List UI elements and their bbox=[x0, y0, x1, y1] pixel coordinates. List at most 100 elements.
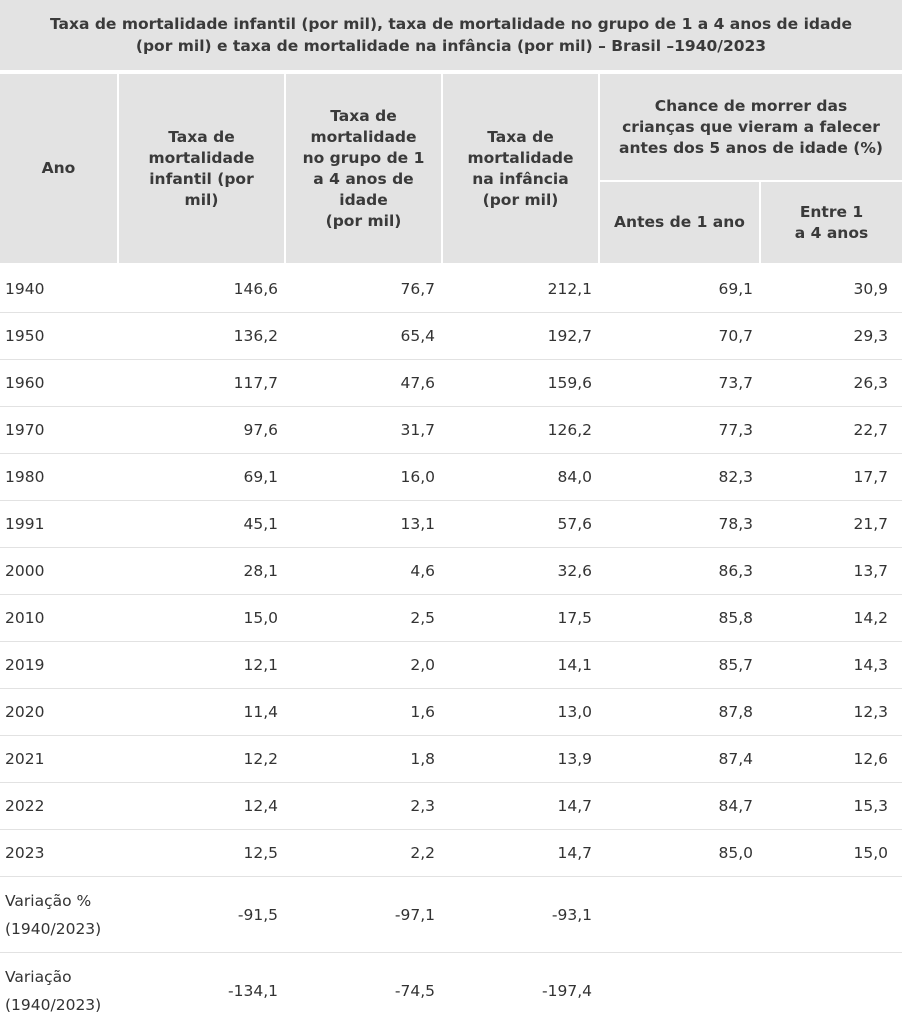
cell-taxa-mortalidade-1-a-4-anos: 2,0 bbox=[286, 642, 443, 689]
cell-taxa-mortalidade-infantil: 136,2 bbox=[118, 313, 286, 360]
cell-taxa-mortalidade-1-a-4-anos: 1,8 bbox=[286, 736, 443, 783]
cell-empty bbox=[761, 877, 902, 953]
cell-taxa-mortalidade-na-infancia: 126,2 bbox=[443, 407, 600, 454]
cell-taxa-mortalidade-na-infancia: 17,5 bbox=[443, 595, 600, 642]
cell-antes-de-1-ano: 69,1 bbox=[600, 266, 761, 313]
cell-taxa-mortalidade-infantil: 97,6 bbox=[118, 407, 286, 454]
cell-taxa-mortalidade-infantil: 28,1 bbox=[118, 548, 286, 595]
header-entre-1-a-4-anos: Entre 1 a 4 anos bbox=[761, 182, 902, 263]
cell-taxa-mortalidade-na-infancia: 159,6 bbox=[443, 360, 600, 407]
cell-ano: 2020 bbox=[0, 689, 118, 736]
cell-variation-label: Variação (1940/2023) bbox=[0, 953, 118, 1028]
cell-ano: 2000 bbox=[0, 548, 118, 595]
cell-ano: 1980 bbox=[0, 454, 118, 501]
cell-entre-1-a-4-anos: 12,6 bbox=[761, 736, 902, 783]
header-taxa-mortalidade-1-a-4-anos: Taxa de mortalidade no grupo de 1 a 4 an… bbox=[286, 74, 441, 263]
cell-taxa-mortalidade-1-a-4-anos: 31,7 bbox=[286, 407, 443, 454]
cell-taxa-mortalidade-na-infancia: 192,7 bbox=[443, 313, 600, 360]
cell-taxa-mortalidade-infantil: 15,0 bbox=[118, 595, 286, 642]
cell-ano: 2019 bbox=[0, 642, 118, 689]
cell-ano: 2023 bbox=[0, 830, 118, 877]
cell-taxa-mortalidade-infantil: -91,5 bbox=[118, 877, 286, 953]
cell-antes-de-1-ano: 70,7 bbox=[600, 313, 761, 360]
cell-taxa-mortalidade-na-infancia: 14,7 bbox=[443, 830, 600, 877]
cell-taxa-mortalidade-1-a-4-anos: -97,1 bbox=[286, 877, 443, 953]
cell-taxa-mortalidade-na-infancia: -93,1 bbox=[443, 877, 600, 953]
cell-ano: 1940 bbox=[0, 266, 118, 313]
cell-antes-de-1-ano: 85,7 bbox=[600, 642, 761, 689]
cell-ano: 2022 bbox=[0, 783, 118, 830]
table-title-line-2: (por mil) e taxa de mortalidade na infân… bbox=[50, 35, 852, 57]
cell-antes-de-1-ano: 87,4 bbox=[600, 736, 761, 783]
cell-antes-de-1-ano: 84,7 bbox=[600, 783, 761, 830]
cell-taxa-mortalidade-1-a-4-anos: 2,5 bbox=[286, 595, 443, 642]
cell-antes-de-1-ano: 82,3 bbox=[600, 454, 761, 501]
cell-taxa-mortalidade-na-infancia: 32,6 bbox=[443, 548, 600, 595]
cell-entre-1-a-4-anos: 30,9 bbox=[761, 266, 902, 313]
cell-taxa-mortalidade-1-a-4-anos: 65,4 bbox=[286, 313, 443, 360]
cell-taxa-mortalidade-1-a-4-anos: -74,5 bbox=[286, 953, 443, 1028]
cell-entre-1-a-4-anos: 21,7 bbox=[761, 501, 902, 548]
header-ano: Ano bbox=[0, 74, 117, 263]
cell-antes-de-1-ano: 85,0 bbox=[600, 830, 761, 877]
cell-antes-de-1-ano: 87,8 bbox=[600, 689, 761, 736]
cell-entre-1-a-4-anos: 14,3 bbox=[761, 642, 902, 689]
cell-taxa-mortalidade-infantil: 12,2 bbox=[118, 736, 286, 783]
table-title: Taxa de mortalidade infantil (por mil), … bbox=[0, 0, 902, 72]
cell-taxa-mortalidade-infantil: 12,5 bbox=[118, 830, 286, 877]
cell-antes-de-1-ano: 78,3 bbox=[600, 501, 761, 548]
cell-taxa-mortalidade-1-a-4-anos: 2,3 bbox=[286, 783, 443, 830]
cell-empty bbox=[761, 953, 902, 1028]
cell-taxa-mortalidade-na-infancia: 84,0 bbox=[443, 454, 600, 501]
cell-entre-1-a-4-anos: 29,3 bbox=[761, 313, 902, 360]
cell-entre-1-a-4-anos: 15,3 bbox=[761, 783, 902, 830]
cell-empty bbox=[600, 877, 761, 953]
cell-taxa-mortalidade-infantil: 45,1 bbox=[118, 501, 286, 548]
cell-taxa-mortalidade-infantil: 11,4 bbox=[118, 689, 286, 736]
variation-row: Variação % (1940/2023)-91,5-97,1-93,1 bbox=[0, 877, 902, 953]
cell-taxa-mortalidade-na-infancia: 57,6 bbox=[443, 501, 600, 548]
cell-taxa-mortalidade-infantil: 146,6 bbox=[118, 266, 286, 313]
cell-taxa-mortalidade-infantil: 69,1 bbox=[118, 454, 286, 501]
cell-taxa-mortalidade-na-infancia: 13,9 bbox=[443, 736, 600, 783]
table-title-line-1: Taxa de mortalidade infantil (por mil), … bbox=[50, 13, 852, 35]
cell-antes-de-1-ano: 73,7 bbox=[600, 360, 761, 407]
cell-taxa-mortalidade-1-a-4-anos: 1,6 bbox=[286, 689, 443, 736]
cell-entre-1-a-4-anos: 14,2 bbox=[761, 595, 902, 642]
cell-entre-1-a-4-anos: 13,7 bbox=[761, 548, 902, 595]
cell-entre-1-a-4-anos: 12,3 bbox=[761, 689, 902, 736]
cell-taxa-mortalidade-1-a-4-anos: 47,6 bbox=[286, 360, 443, 407]
cell-variation-label: Variação % (1940/2023) bbox=[0, 877, 118, 953]
cell-antes-de-1-ano: 77,3 bbox=[600, 407, 761, 454]
cell-antes-de-1-ano: 86,3 bbox=[600, 548, 761, 595]
cell-taxa-mortalidade-na-infancia: 14,7 bbox=[443, 783, 600, 830]
cell-ano: 2010 bbox=[0, 595, 118, 642]
cell-taxa-mortalidade-na-infancia: -197,4 bbox=[443, 953, 600, 1028]
cell-ano: 1950 bbox=[0, 313, 118, 360]
cell-taxa-mortalidade-na-infancia: 13,0 bbox=[443, 689, 600, 736]
cell-taxa-mortalidade-infantil: 12,1 bbox=[118, 642, 286, 689]
cell-entre-1-a-4-anos: 15,0 bbox=[761, 830, 902, 877]
cell-taxa-mortalidade-1-a-4-anos: 13,1 bbox=[286, 501, 443, 548]
cell-entre-1-a-4-anos: 17,7 bbox=[761, 454, 902, 501]
cell-antes-de-1-ano: 85,8 bbox=[600, 595, 761, 642]
cell-taxa-mortalidade-infantil: 117,7 bbox=[118, 360, 286, 407]
cell-taxa-mortalidade-infantil: -134,1 bbox=[118, 953, 286, 1028]
cell-taxa-mortalidade-na-infancia: 212,1 bbox=[443, 266, 600, 313]
header-taxa-mortalidade-na-infancia: Taxa de mortalidade na infância (por mil… bbox=[443, 74, 598, 263]
header-chance-de-morrer: Chance de morrer das crianças que vieram… bbox=[600, 74, 902, 180]
cell-ano: 1991 bbox=[0, 501, 118, 548]
cell-taxa-mortalidade-1-a-4-anos: 4,6 bbox=[286, 548, 443, 595]
